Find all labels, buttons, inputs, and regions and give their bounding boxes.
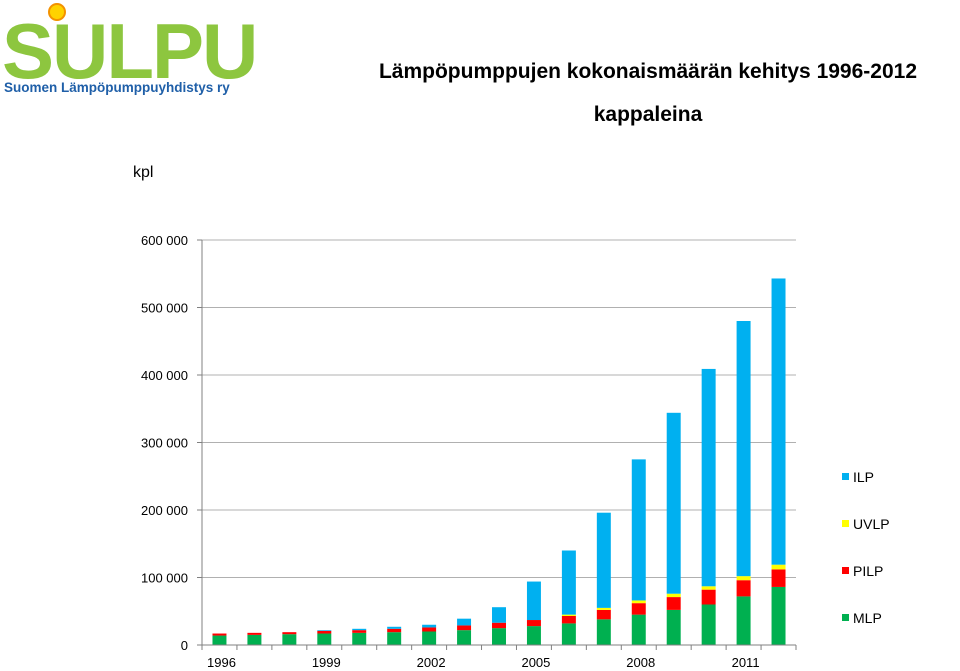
x-tick-label: 1996 [207, 655, 236, 670]
bar-mlp [247, 634, 262, 645]
y-tick-label: 300 000 [141, 436, 188, 451]
bar-mlp [596, 619, 611, 645]
bar-pilp [666, 597, 681, 610]
bar-ilp [526, 581, 541, 621]
bar-pilp [492, 622, 506, 629]
bar-mlp [422, 631, 437, 645]
bar-pilp [596, 609, 611, 620]
bar-ilp [596, 512, 611, 608]
bar-pilp [631, 603, 646, 615]
bar-pilp [771, 569, 786, 587]
legend: ILP UVLP PILP MLP [842, 469, 890, 626]
bar-pilp [212, 633, 227, 636]
bar-ilp [666, 412, 681, 594]
legend-label-pilp: PILP [853, 563, 883, 579]
axes: 0 100 000 200 000 300 000 400 000 500 000 600 … [141, 233, 797, 670]
bar-uvlp [561, 614, 576, 616]
bar-ilp [387, 626, 402, 629]
bar-mlp [526, 626, 541, 645]
bar-pilp [387, 628, 402, 633]
legend-swatch-uvlp [842, 520, 849, 527]
bar-mlp [492, 628, 506, 645]
legend-swatch-pilp [842, 567, 849, 574]
legend-swatch-mlp [842, 614, 849, 621]
bar-mlp [631, 614, 646, 645]
gridlines [202, 239, 796, 578]
bar-uvlp [701, 586, 716, 590]
y-tick-label: 100 000 [141, 571, 188, 586]
chart-subtitle: kappaleina [594, 103, 703, 126]
x-tick-label: 2011 [732, 655, 760, 670]
bar-ilp [492, 607, 506, 623]
bar-ilp [317, 630, 332, 631]
bar-mlp [666, 609, 681, 645]
legend-label-uvlp: UVLP [853, 516, 890, 532]
bar-mlp [561, 623, 576, 645]
bar-pilp [457, 625, 472, 631]
bar-mlp [387, 632, 402, 645]
bar-pilp [422, 627, 437, 632]
bar-pilp [247, 632, 262, 635]
bar-pilp [526, 620, 541, 627]
bar-ilp [631, 459, 646, 601]
bar-pilp [736, 580, 751, 597]
bar-mlp [317, 633, 332, 645]
bar-uvlp [736, 576, 751, 581]
logo-subtitle: Suomen Lämpöpumppuyhdistys ry [4, 80, 230, 95]
bar-mlp [282, 634, 297, 645]
bar-ilp [771, 278, 786, 565]
bar-ilp [736, 321, 751, 577]
x-tick-label: 2002 [417, 655, 446, 670]
logo-wordmark: SULPU [2, 7, 256, 95]
bar-ilp [422, 624, 437, 628]
bar-uvlp [771, 564, 786, 570]
bar-pilp [282, 632, 297, 635]
y-tick-label: 0 [181, 638, 188, 653]
bar-mlp [701, 604, 716, 645]
bar-pilp [561, 615, 576, 624]
bar-mlp [212, 635, 227, 645]
bar-mlp [736, 596, 751, 645]
logo-sun-icon [48, 3, 66, 21]
y-axis-label: kpl [133, 164, 153, 181]
bar-ilp [561, 550, 576, 615]
bar-uvlp [666, 593, 681, 598]
bars [212, 278, 786, 645]
bar-mlp [352, 632, 367, 645]
y-tick-label: 400 000 [141, 368, 188, 383]
bar-uvlp [631, 600, 646, 604]
x-tick-label: 2005 [521, 655, 550, 670]
y-tick-label: 600 000 [141, 233, 188, 248]
bar-ilp [457, 618, 472, 626]
bar-pilp [352, 630, 367, 633]
chart-title: Lämpöpumppujen kokonaismäärän kehitys 19… [379, 60, 917, 83]
bar-uvlp [596, 607, 611, 610]
bar-pilp [701, 589, 716, 605]
bar-ilp [701, 368, 716, 587]
legend-label-mlp: MLP [853, 610, 882, 626]
legend-label-ilp: ILP [853, 469, 874, 485]
bar-mlp [771, 586, 786, 645]
x-tick-label: 2008 [626, 655, 655, 670]
sulpu-logo: SULPU Suomen Lämpöpumppuyhdistys ry [2, 3, 258, 95]
bar-mlp [457, 630, 472, 645]
legend-swatch-ilp [842, 473, 849, 480]
y-tick-label: 500 000 [141, 301, 188, 316]
x-tick-label: 1999 [312, 655, 341, 670]
y-tick-label: 200 000 [141, 503, 188, 518]
bar-pilp [317, 630, 332, 634]
bar-ilp [352, 628, 367, 631]
